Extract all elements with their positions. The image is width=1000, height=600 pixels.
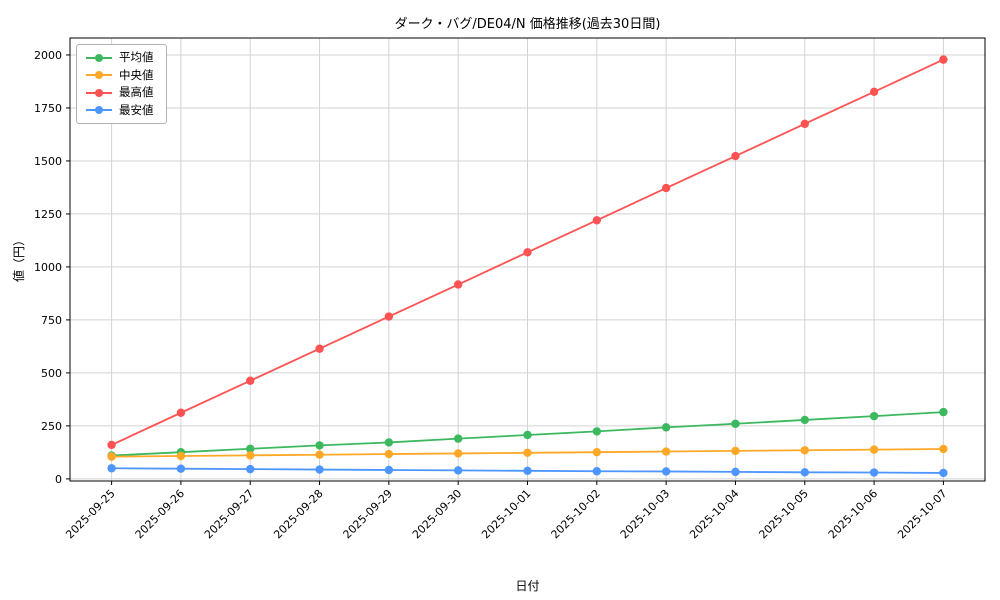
legend-marker-icon — [86, 70, 112, 80]
data-point-marker — [731, 467, 740, 477]
data-point-marker — [384, 449, 394, 459]
data-point-marker — [661, 447, 671, 456]
data-point-marker — [315, 344, 324, 353]
data-point-marker — [800, 119, 809, 129]
x-tick-label: 2025-09-30 — [410, 487, 464, 541]
data-point-marker — [731, 419, 740, 428]
x-axis-label: 日付 — [515, 579, 540, 593]
data-point-marker — [384, 438, 394, 447]
data-point-marker — [453, 434, 463, 443]
y-tick-label: 1250 — [34, 208, 62, 221]
data-point-marker — [731, 151, 740, 161]
data-point-marker — [592, 216, 602, 225]
x-tick-label: 2025-10-04 — [687, 487, 741, 541]
data-point-marker — [176, 464, 186, 473]
data-point-marker — [661, 423, 671, 432]
data-point-marker — [523, 430, 532, 440]
legend-label: 最高値 — [119, 85, 154, 99]
data-point-marker — [661, 467, 671, 476]
data-point-marker — [869, 87, 879, 97]
data-point-marker — [315, 465, 324, 474]
data-point-marker — [869, 468, 879, 477]
legend-label: 中央値 — [119, 67, 154, 82]
y-tick-label: 2000 — [34, 49, 62, 62]
legend-item-min: 最安値 — [86, 102, 154, 117]
data-point-marker — [246, 464, 255, 474]
data-point-marker — [315, 441, 324, 450]
data-point-marker — [246, 444, 255, 453]
data-point-marker — [592, 447, 602, 457]
x-tick-label: 2025-09-28 — [271, 487, 325, 541]
data-point-marker — [453, 466, 463, 475]
y-tick-label: 0 — [55, 473, 62, 486]
data-point-marker — [939, 407, 948, 417]
chart-legend: 平均値 中央値 最高値 最安値 — [76, 44, 167, 124]
x-tick-label: 2025-10-01 — [479, 487, 533, 541]
data-point-marker — [176, 408, 186, 417]
data-point-marker — [661, 183, 671, 193]
y-axis-label: 値（円） — [12, 234, 26, 283]
chart-title: ダーク・バグ/DE04/N 価格推移(過去30日間) — [394, 17, 661, 32]
legend-item-max: 最高値 — [86, 85, 154, 99]
data-point-marker — [384, 465, 394, 475]
x-tick-label: 2025-10-06 — [826, 487, 880, 541]
data-point-marker — [384, 312, 394, 321]
data-point-marker — [939, 444, 948, 454]
data-point-marker — [869, 445, 879, 454]
data-point-marker — [107, 452, 116, 461]
data-point-marker — [869, 411, 879, 421]
data-point-marker — [731, 446, 740, 456]
legend-marker-icon — [86, 53, 112, 63]
data-point-marker — [800, 415, 809, 425]
data-point-marker — [592, 427, 602, 436]
y-tick-label: 750 — [41, 314, 62, 327]
legend-item-average: 平均値 — [86, 50, 154, 64]
x-tick-label: 2025-09-27 — [202, 487, 256, 541]
data-point-marker — [107, 464, 116, 473]
y-tick-label: 500 — [41, 367, 62, 380]
legend-label: 平均値 — [119, 50, 154, 64]
data-point-marker — [800, 446, 809, 455]
legend-label: 最安値 — [119, 102, 154, 117]
x-tick-label: 2025-10-05 — [756, 487, 810, 541]
data-point-marker — [800, 468, 809, 477]
data-point-marker — [176, 451, 186, 461]
data-point-marker — [523, 466, 532, 476]
data-point-marker — [939, 468, 948, 478]
y-tick-label: 1500 — [34, 155, 62, 168]
data-point-marker — [315, 450, 324, 459]
data-point-marker — [523, 448, 532, 458]
data-point-marker — [107, 440, 116, 450]
x-tick-label: 2025-09-29 — [341, 487, 395, 541]
y-tick-label: 1000 — [34, 261, 62, 274]
data-point-marker — [453, 280, 463, 289]
y-tick-label: 1750 — [34, 102, 62, 115]
legend-marker-icon — [86, 105, 112, 115]
data-point-marker — [523, 248, 532, 257]
x-tick-label: 2025-09-25 — [63, 487, 117, 541]
data-point-marker — [246, 451, 255, 460]
x-tick-label: 2025-10-02 — [549, 487, 603, 541]
y-tick-label: 250 — [41, 420, 62, 433]
data-point-marker — [939, 55, 948, 64]
x-tick-label: 2025-09-26 — [133, 487, 187, 541]
x-tick-label: 2025-10-03 — [618, 487, 672, 541]
data-point-marker — [453, 449, 463, 458]
x-tick-label: 2025-10-07 — [895, 487, 949, 541]
legend-marker-icon — [86, 88, 112, 98]
data-point-marker — [592, 467, 602, 476]
legend-item-median: 中央値 — [86, 67, 154, 82]
data-point-marker — [246, 376, 255, 385]
